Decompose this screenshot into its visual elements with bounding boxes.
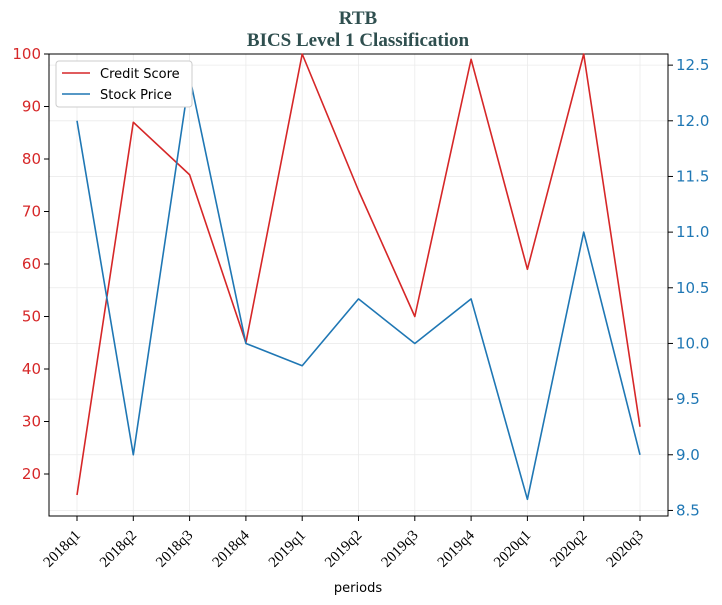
y-left-tick-label: 80 bbox=[22, 150, 41, 168]
x-tick-label: 2018q1 bbox=[41, 528, 84, 571]
x-tick-label: 2018q3 bbox=[153, 528, 196, 571]
y-right-tick-label: 12.5 bbox=[676, 56, 709, 74]
legend-label-stock-price: Stock Price bbox=[100, 88, 172, 103]
y-left-tick-label: 40 bbox=[22, 360, 41, 378]
x-tick-label: 2020q2 bbox=[547, 528, 590, 571]
axes: 20 30 40 50 60 70 80 90 100 8.5 9.0 9.5 10.0 10.5 11.0… bbox=[12, 45, 709, 571]
x-tick-label: 2020q3 bbox=[604, 528, 647, 571]
y-left-tick-label: 30 bbox=[22, 413, 41, 431]
y-left-tick-label: 60 bbox=[22, 255, 41, 273]
y-left-tick-label: 90 bbox=[22, 98, 41, 116]
chart-title: RTB bbox=[339, 8, 378, 29]
x-tick-label: 2020q1 bbox=[491, 528, 534, 571]
y-right-tick-label: 11.0 bbox=[676, 223, 709, 241]
y-right-tick-label: 10.0 bbox=[676, 334, 709, 352]
y-right-tick-label: 12.0 bbox=[676, 112, 709, 130]
x-tick-label: 2018q2 bbox=[97, 528, 140, 571]
legend-label-credit-score: Credit Score bbox=[100, 67, 180, 82]
legend: Credit Score Stock Price bbox=[55, 60, 193, 108]
x-tick-label: 2018q4 bbox=[210, 527, 253, 570]
y-left-tick-label: 50 bbox=[22, 308, 41, 326]
y-right-tick-label: 8.5 bbox=[676, 501, 700, 519]
grid bbox=[49, 54, 668, 516]
y-right-tick-label: 10.5 bbox=[676, 279, 709, 297]
y-left-tick-label: 100 bbox=[12, 45, 41, 63]
x-tick-label: 2019q4 bbox=[435, 527, 478, 570]
x-tick-label: 2019q2 bbox=[322, 528, 365, 571]
x-axis-label: periods bbox=[334, 581, 382, 596]
y-left-tick-label: 20 bbox=[22, 465, 41, 483]
x-tick-label: 2019q1 bbox=[266, 528, 309, 571]
y-right-tick-label: 9.5 bbox=[676, 390, 700, 408]
y-right-tick-label: 11.5 bbox=[676, 167, 709, 185]
x-tick-label: 2019q3 bbox=[378, 528, 421, 571]
y-right-tick-label: 9.0 bbox=[676, 446, 700, 464]
y-left-tick-label: 70 bbox=[22, 203, 41, 221]
chart-subtitle: BICS Level 1 Classification bbox=[247, 30, 470, 51]
